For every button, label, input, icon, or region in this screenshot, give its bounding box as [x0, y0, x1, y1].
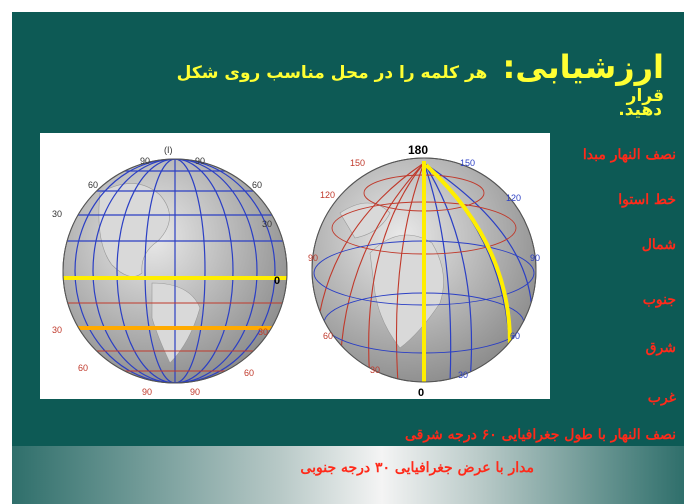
title-row: ارزشیابی: هر کلمه را در محل مناسب روی شک…	[144, 48, 664, 106]
slide-title: ارزشیابی:	[502, 48, 664, 86]
word-list: نصف النهار مبدا خط استوا شمال جنوب شرق غ…	[12, 12, 684, 504]
left-globe-left-label: 60	[88, 180, 98, 190]
word-item[interactable]: غرب	[647, 390, 676, 406]
right-globe-left-label: 90	[308, 253, 318, 263]
left-globe-right-label: 60	[244, 368, 254, 378]
right-globe-left-label: 60	[323, 331, 333, 341]
instruction-text: هر کلمه را در محل مناسب روی شکل قرار	[176, 63, 664, 106]
left-globe-right-label: 30	[258, 327, 268, 337]
right-globe	[311, 157, 537, 383]
left-globe-equator-label: 0	[274, 275, 280, 287]
right-globe-left-label: 30	[370, 365, 380, 375]
bottom-band	[12, 446, 684, 504]
word-item[interactable]: جنوب	[642, 292, 676, 308]
globes-figure: (I) 90 90 60 30 30 60 60 30 0 30 60 90 9…	[40, 133, 550, 399]
right-globe-right-label: 120	[506, 193, 521, 203]
left-globe-bottom-label: 90	[190, 387, 200, 397]
left-globe-top-label: 90	[140, 156, 150, 166]
left-globe	[62, 158, 288, 384]
instruction-text-continued: دهید.	[618, 100, 662, 120]
right-globe-right-label: 30	[458, 370, 468, 380]
word-item[interactable]: شرق	[645, 340, 676, 356]
left-globe-left-label: 30	[52, 209, 62, 219]
right-globe-left-label: 120	[320, 190, 335, 200]
left-globe-right-label: 30	[262, 219, 272, 229]
left-globe-left-label: 60	[78, 363, 88, 373]
right-globe-left-label: 150	[350, 158, 365, 168]
right-globe-bottom-label: 0	[418, 387, 424, 399]
right-globe-right-label: 60	[510, 331, 520, 341]
left-globe-right-label: 60	[252, 180, 262, 190]
left-globe-left-label: 30	[52, 325, 62, 335]
left-globe-top-label: 90	[195, 156, 205, 166]
word-item[interactable]: مدار با عرض جغرافیایی ۳۰ درجه جنوبی	[300, 460, 534, 476]
right-globe-top-label: 180	[408, 143, 428, 157]
word-item[interactable]: خط استوا	[618, 192, 676, 208]
word-item[interactable]: نصف النهار با طول جغرافیایی ۶۰ درجه شرقی	[404, 427, 676, 443]
word-item[interactable]: نصف النهار مبدا	[582, 147, 676, 163]
right-globe-right-label: 150	[460, 158, 475, 168]
slide: ارزشیابی: هر کلمه را در محل مناسب روی شک…	[12, 12, 684, 504]
left-globe-marker: (I)	[164, 145, 173, 155]
right-globe-right-label: 90	[530, 253, 540, 263]
left-globe-bottom-label: 90	[142, 387, 152, 397]
word-item[interactable]: شمال	[641, 237, 676, 253]
